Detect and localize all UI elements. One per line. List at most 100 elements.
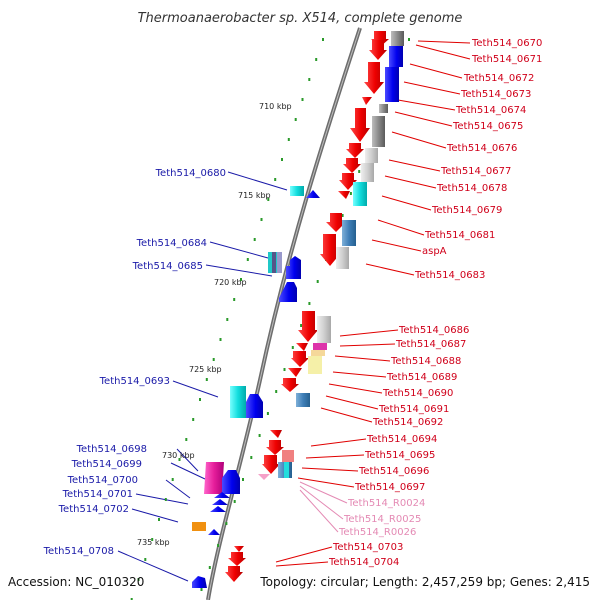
gene-label: Teth514_0671 (471, 54, 542, 65)
connector-lines (117, 40, 471, 582)
backbone (206, 27, 362, 600)
gene-label: Teth514_0697 (354, 482, 425, 493)
gene-label: Teth514_0702 (58, 504, 129, 515)
gene-label: Teth514_R0025 (343, 514, 421, 525)
tick-mark (208, 566, 211, 569)
gene-label: Teth514_0690 (382, 388, 453, 399)
gene-labels: Teth514_0670 Teth514_0671 Teth514_0672 T… (43, 38, 543, 568)
gene-label: Teth514_0694 (366, 434, 437, 445)
gene-label: Teth514_0700 (67, 475, 138, 486)
scale-label: 725 kbp (189, 365, 222, 374)
gene-label: Teth514_0676 (446, 143, 517, 154)
tick-mark (250, 456, 253, 459)
tick-mark (258, 434, 261, 437)
gene-label: Teth514_0696 (358, 466, 429, 477)
tick-mark (267, 198, 270, 201)
scale-label: 735 kbp (137, 538, 170, 547)
gene-features (192, 31, 404, 588)
gene-label: Teth514_0698 (76, 444, 147, 455)
gene-label: Teth514_0679 (431, 205, 502, 216)
scale-label: 730 kbp (162, 451, 195, 460)
tick-mark (233, 298, 236, 301)
scale-label: 710 kbp (259, 102, 292, 111)
gene-label: Teth514_0701 (62, 489, 133, 500)
tick-mark (200, 588, 203, 591)
gene-label: Teth514_0692 (372, 417, 443, 428)
gene-label: Teth514_0684 (136, 238, 207, 249)
gene-label: Teth514_0691 (378, 404, 449, 415)
tick-mark (274, 178, 277, 181)
tick-mark (158, 518, 160, 521)
tick-mark (137, 578, 140, 581)
tick-mark (315, 58, 318, 61)
tick-mark (316, 280, 319, 283)
gene-label: Teth514_R0026 (338, 527, 416, 538)
tick-mark (199, 398, 201, 401)
accession-text: Accession: NC_010320 (8, 575, 144, 589)
tick-mark (212, 358, 215, 361)
gene-label: Teth514_0704 (328, 557, 399, 568)
gene-label: Teth514_0688 (390, 356, 461, 367)
gene-label: Teth514_0708 (43, 546, 114, 557)
tick-mark (275, 390, 278, 393)
tick-mark (301, 98, 304, 101)
gene-label: Teth514_0672 (463, 73, 534, 84)
tick-mark (130, 598, 133, 600)
tick-mark (300, 324, 303, 327)
tick-mark (283, 368, 286, 371)
tick-mark (322, 38, 324, 41)
map-title: Thermoanaerobacter sp. X514, complete ge… (138, 11, 463, 26)
gene-label: Teth514_0699 (71, 459, 142, 470)
tick-mark (341, 214, 344, 217)
gene-label: Teth514_0685 (132, 261, 203, 272)
gene-label: Teth514_0695 (364, 450, 435, 461)
tick-mark (164, 498, 167, 501)
gene-label: Teth514_0687 (395, 339, 466, 350)
scale-labels: 710 kbp 715 kbp 720 kbp 725 kbp 730 kbp … (137, 102, 292, 547)
tick-mark (217, 544, 220, 547)
tick-mark (253, 238, 256, 241)
tick-mark (408, 38, 410, 41)
scale-label: 720 kbp (214, 278, 247, 287)
gene-label: aspA (422, 246, 447, 257)
tick-mark (266, 412, 269, 415)
tick-mark (219, 338, 222, 341)
gene-label: Teth514_0686 (398, 325, 469, 336)
tick-mark (294, 118, 297, 121)
tick-mark (287, 138, 290, 141)
gene-label: Teth514_0689 (386, 372, 457, 383)
tick-mark (171, 478, 174, 481)
gene-label: Teth514_0674 (455, 105, 526, 116)
gene-label: Teth514_0683 (414, 270, 485, 281)
tick-mark (233, 500, 236, 503)
tick-mark (291, 346, 294, 349)
tick-mark (225, 522, 228, 525)
tick-mark (178, 458, 181, 461)
gene-label: Teth514_0681 (424, 230, 495, 241)
tick-mark (240, 278, 242, 281)
gene-label: Teth514_0693 (99, 376, 170, 387)
tick-mark (246, 258, 249, 261)
tick-mark (349, 192, 352, 195)
gene-label: Teth514_0670 (471, 38, 542, 49)
tick-mark (226, 318, 229, 321)
gene-label: Teth514_0703 (332, 542, 403, 553)
tick-mark (185, 438, 188, 441)
tick-mark (358, 170, 361, 173)
topology-summary: Topology: circular; Length: 2,457,259 bp… (259, 575, 590, 589)
gene-label: Teth514_0673 (460, 89, 531, 100)
tick-mark (205, 378, 208, 381)
gene-label: Teth514_0680 (155, 168, 226, 179)
tick-mark (260, 218, 263, 221)
gene-label: Teth514_0677 (440, 166, 511, 177)
tick-mark (242, 478, 244, 481)
gene-label: Teth514_R0024 (347, 498, 425, 509)
gene-label: Teth514_0678 (436, 183, 507, 194)
gene-label: Teth514_0675 (452, 121, 523, 132)
tick-mark (192, 418, 195, 421)
tick-mark (308, 78, 311, 81)
tick-mark (144, 558, 147, 561)
tick-mark (281, 158, 283, 161)
tick-mark (151, 538, 154, 541)
